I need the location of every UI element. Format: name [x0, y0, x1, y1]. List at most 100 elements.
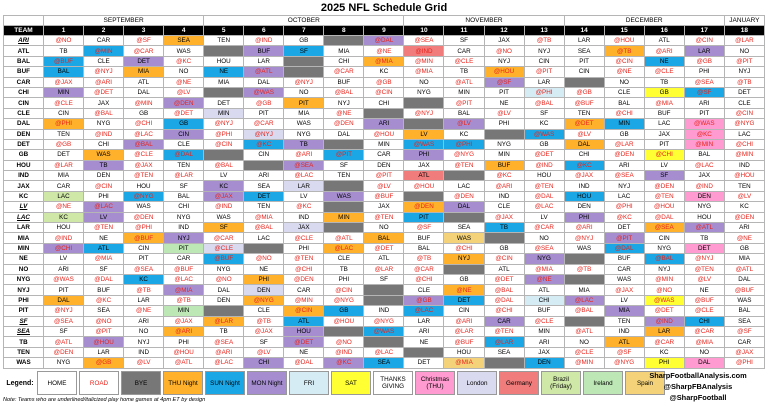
team-row: TEN @DEN LAR IND @HOU @ARI @LV NE @IND @LAC HOU SEA… [3, 346, 766, 359]
brand-handle-2[interactable]: @SharpFootball [669, 393, 727, 402]
brand-handle-1[interactable]: @SharpFBAnalysis [663, 382, 733, 391]
game-cell: @NO [243, 253, 285, 265]
game-cell: NO [403, 76, 445, 88]
team-row: IND MIA DEN @TEN @LAR LV ARI @LAC TEN @PIT ATL @KC H… [3, 170, 766, 182]
game-cell: @DET [563, 118, 605, 130]
game-cell: @TB [723, 76, 766, 88]
game-cell: HOU [683, 211, 725, 224]
game-cell: SF [203, 222, 245, 234]
game-cell: @BUF [123, 232, 165, 244]
game-cell: @NYJ [243, 128, 285, 140]
game-cell: PHI [323, 273, 365, 286]
week-header: 17 [683, 25, 725, 36]
game-cell: GB [163, 118, 205, 130]
game-cell: @JAX [203, 190, 245, 203]
team-name: NYG [3, 273, 44, 286]
game-cell: @TEN [123, 170, 165, 182]
game-cell: WAS [123, 201, 165, 213]
game-cell: IND [723, 159, 766, 172]
legend-item-road: ROAD [79, 371, 119, 395]
game-cell: CAR [83, 34, 125, 47]
game-cell: NYG [283, 128, 325, 140]
game-cell: @KC [243, 138, 285, 151]
game-cell: @BUF [163, 263, 205, 276]
game-cell: MIA [123, 66, 165, 78]
game-cell: NO [163, 66, 205, 78]
game-cell: ARI [523, 336, 565, 348]
week-header: 1 [42, 25, 85, 36]
team-name: PHI [3, 294, 44, 307]
game-cell: @KC [323, 357, 365, 369]
game-cell: PIT [483, 86, 525, 99]
brand-site[interactable]: SharpFootballAnalysis.com [649, 371, 747, 380]
game-cell: @ARI [483, 180, 525, 192]
game-cell: @DET [163, 107, 205, 120]
game-cell: NO [683, 346, 725, 359]
legend-item-home: HOME [37, 371, 77, 395]
game-cell: @BUF [443, 336, 485, 348]
game-cell: @NO [643, 284, 685, 296]
game-cell: ARI [603, 159, 645, 172]
game-cell: @CIN [723, 107, 766, 120]
game-cell: @CIN [363, 86, 405, 99]
game-cell: @NE [42, 201, 85, 213]
game-cell: @CIN [603, 55, 645, 68]
game-cell: NE [283, 346, 325, 359]
game-cell: SF [163, 180, 205, 192]
team-name: JAX [3, 180, 44, 192]
team-name: LAR [3, 222, 44, 234]
game-cell: LAC [603, 190, 645, 203]
game-cell: @HOU [163, 346, 205, 359]
grid-body: ARI @NO CAR @SF SEA TEN @IND GB @DAL @SEA SF JAX @TB… [3, 34, 766, 369]
game-cell: @SF [123, 34, 165, 47]
game-cell: WAS [563, 242, 605, 255]
legend-item-bye: BYE [121, 371, 161, 395]
game-cell: WAS [163, 45, 205, 57]
game-cell: @ATL [243, 66, 285, 78]
game-cell: TEN [563, 107, 605, 120]
game-cell: @IND [643, 315, 685, 327]
game-cell [283, 55, 325, 68]
team-name: NO [3, 263, 44, 276]
game-cell: SF [283, 45, 325, 57]
team-row: TB @ATL @HOU NYJ PHI @SEA SF @DET @NO NE @BUF @LAR A… [3, 336, 766, 348]
game-cell: @IND [83, 128, 125, 140]
team-name: PIT [3, 305, 44, 317]
game-cell: LV [403, 128, 445, 140]
game-cell: @LAC [683, 159, 725, 172]
team-name: ATL [3, 45, 44, 57]
game-cell: TB [42, 45, 85, 57]
game-cell: @MIA [403, 66, 445, 78]
legend-item-xmas: Christmas (THU) [415, 371, 455, 395]
game-cell: BAL [723, 305, 766, 317]
game-cell: @GB [83, 357, 125, 369]
game-cell: @TEN [83, 222, 125, 234]
team-name: MIA [3, 232, 44, 244]
game-cell: KC [523, 118, 565, 130]
game-cell: @NYJ [203, 118, 245, 130]
game-cell: @CAR [683, 325, 725, 338]
legend-item-lon: London [457, 371, 497, 395]
game-cell: PHI [403, 149, 445, 161]
game-cell: NO [523, 232, 565, 244]
schedule-grid: SEPTEMBER OCTOBER NOVEMBER DECEMBER JANUARY … [3, 15, 766, 369]
game-cell: @LAC [563, 294, 605, 307]
game-cell: @PIT [443, 97, 485, 109]
game-cell: @WAS [523, 128, 565, 140]
game-cell: @DET [643, 305, 685, 317]
game-cell: @TEN [523, 180, 565, 192]
game-cell: @CLE [283, 232, 325, 244]
game-cell: PHI [563, 211, 605, 224]
game-cell [443, 211, 485, 224]
game-cell: @MIA [443, 357, 485, 369]
game-cell: DET [683, 242, 725, 255]
game-cell: NO [123, 325, 165, 338]
game-cell: NO [603, 76, 645, 88]
game-cell: @MIA [523, 263, 565, 276]
game-cell: SF [363, 273, 405, 286]
game-cell: @NYG [123, 190, 165, 203]
game-cell [323, 222, 365, 234]
game-cell: @ATL [163, 357, 205, 369]
game-cell: @NE [363, 45, 405, 57]
game-cell: @HOU [363, 128, 405, 140]
